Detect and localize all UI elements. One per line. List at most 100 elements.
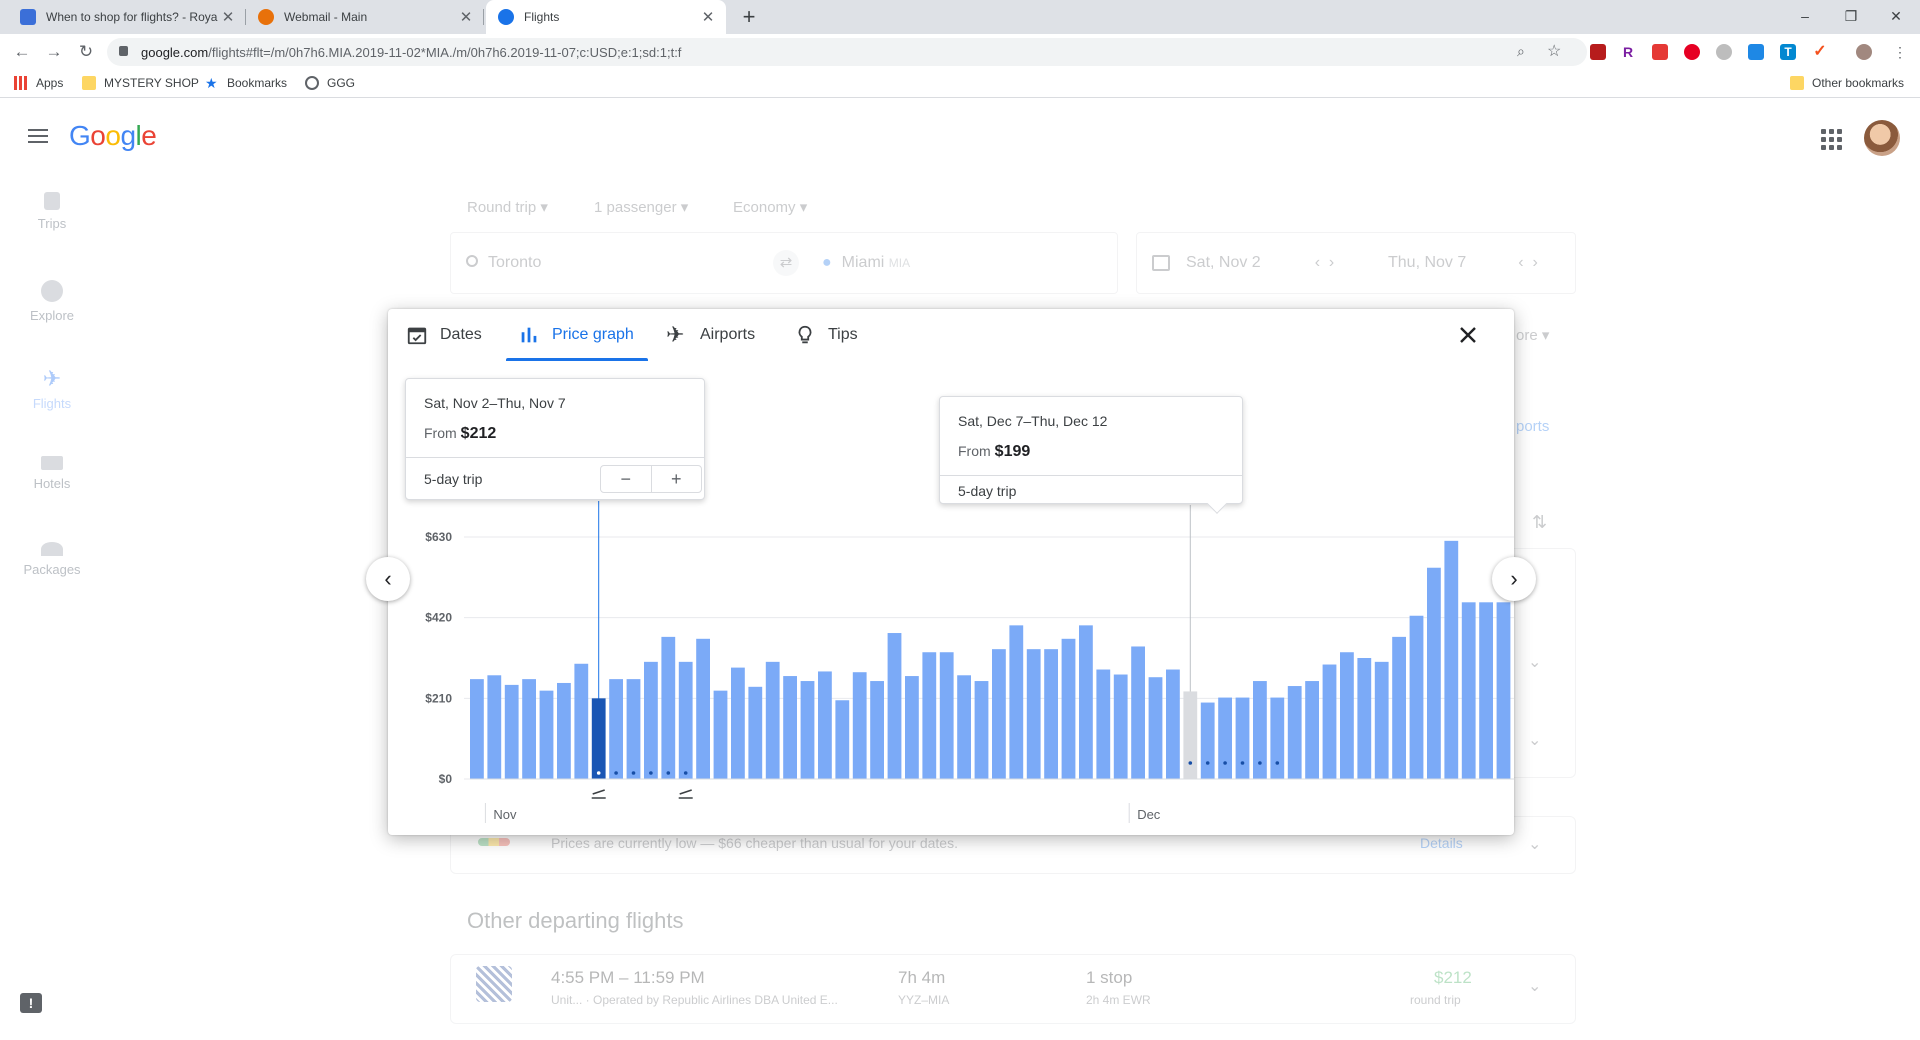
price-bar: [1026, 649, 1041, 779]
url-path: /flights#flt=/m/0h7h6.MIA.2019-11-02*MIA…: [208, 45, 682, 60]
bookmark-folder[interactable]: MYSTERY SHOP: [82, 76, 199, 90]
trip-length-stepper[interactable]: − +: [600, 465, 702, 493]
increase-trip-button[interactable]: +: [670, 469, 682, 489]
back-button[interactable]: ←: [13, 42, 31, 61]
price-bar: [1096, 669, 1111, 779]
passenger-label: 1 passenger: [594, 199, 677, 216]
google-logo[interactable]: Google: [69, 120, 157, 152]
bookmark-apps[interactable]: Apps: [14, 76, 63, 90]
browser-tab-strip: When to shop for flights? - Royal ✕ Webm…: [0, 0, 1920, 34]
extension-icon[interactable]: [1652, 44, 1668, 60]
tab-airports[interactable]: ✈ Airports: [666, 309, 755, 361]
folder-icon: [1790, 76, 1804, 90]
rail-item-explore[interactable]: Explore: [12, 280, 92, 323]
new-tab-button[interactable]: +: [742, 4, 756, 29]
extension-icon[interactable]: ✓: [1812, 43, 1828, 60]
tab-close-icon[interactable]: ✕: [701, 9, 715, 26]
airline-logo: [476, 966, 512, 1002]
price-bar: [1479, 602, 1493, 779]
next-page-button[interactable]: ›: [1492, 557, 1536, 601]
rail-item-trips[interactable]: Trips: [12, 192, 92, 231]
tab-title: Webmail - Main: [284, 10, 368, 24]
flight-times: 4:55 PM – 11:59 PM: [551, 968, 705, 987]
y-tick-label: $0: [439, 772, 453, 786]
bookmark-item[interactable]: GGG: [305, 76, 355, 90]
tab-price-graph[interactable]: Price graph: [518, 309, 634, 361]
rail-item-packages[interactable]: Packages: [12, 542, 92, 577]
depart-date-input[interactable]: Sat, Nov 2 ‹ ›: [1152, 254, 1334, 272]
extension-icon[interactable]: [1716, 44, 1732, 60]
account-avatar[interactable]: [1864, 120, 1900, 156]
tab-close-icon[interactable]: ✕: [221, 9, 235, 26]
expand-chevron-icon[interactable]: ⌄: [1528, 732, 1542, 749]
return-date-value: Thu, Nov 7: [1388, 254, 1467, 271]
address-bar[interactable]: google.com/flights#flt=/m/0h7h6.MIA.2019…: [107, 38, 1587, 66]
extension-badge-icon[interactable]: [1748, 44, 1764, 60]
details-link[interactable]: Details: [1420, 835, 1463, 851]
sort-icon[interactable]: ⇅: [1532, 512, 1548, 532]
r-extension-icon[interactable]: R: [1620, 44, 1636, 60]
expand-chevron-icon[interactable]: ⌄: [1528, 654, 1542, 671]
origin-value: Toronto: [488, 254, 542, 271]
trip-type-select[interactable]: Round trip ▾: [467, 199, 548, 216]
price-bar: [939, 652, 954, 779]
flight-airline: Unit... · Operated by Republic Airlines …: [551, 993, 838, 1007]
rail-item-hotels[interactable]: Hotels: [12, 456, 92, 491]
other-bookmarks[interactable]: Other bookmarks: [1790, 76, 1904, 90]
profile-icon[interactable]: [1856, 44, 1872, 60]
t-extension-icon[interactable]: T: [1780, 44, 1796, 60]
browser-tab[interactable]: Webmail - Main ✕: [246, 0, 484, 34]
price-bar: [557, 682, 571, 779]
return-prev-next-icons[interactable]: ‹ ›: [1518, 254, 1538, 271]
chrome-menu-icon[interactable]: ⋮: [1893, 44, 1907, 60]
price-graph-dialog: Dates Price graph ✈ Airports Tips $0 $210…: [388, 309, 1514, 835]
flight-result-row[interactable]: [450, 954, 1576, 1024]
tab-label: Dates: [440, 326, 482, 343]
swap-button[interactable]: ⇄: [773, 250, 799, 276]
bookmark-star-icon[interactable]: ☆: [1547, 43, 1562, 60]
pinterest-icon[interactable]: [1684, 44, 1700, 60]
expand-chevron-icon[interactable]: ⌄: [1528, 978, 1542, 995]
flight-price: $212: [1434, 968, 1472, 987]
main-menu-icon[interactable]: [26, 125, 50, 149]
airports-link-fragment[interactable]: ports: [1516, 418, 1550, 435]
rail-item-flights[interactable]: ✈ Flights: [12, 368, 92, 412]
date-prev-next-icons[interactable]: ‹ ›: [1314, 254, 1335, 271]
flight-stops: 1 stop: [1086, 968, 1133, 987]
tab-dates[interactable]: Dates: [406, 309, 482, 361]
window-close-button[interactable]: ✕: [1890, 8, 1902, 24]
reload-button[interactable]: ↻: [78, 42, 94, 61]
destination-input[interactable]: ● Miami MIA: [822, 254, 910, 272]
cabin-select[interactable]: Economy ▾: [733, 199, 808, 216]
trip-day-dot: [1240, 761, 1245, 765]
feedback-icon[interactable]: !: [20, 993, 42, 1013]
price-bar: [1235, 697, 1250, 779]
previous-page-button[interactable]: ‹: [366, 557, 410, 601]
origin-input[interactable]: Toronto: [466, 254, 541, 272]
decrease-trip-button[interactable]: −: [601, 466, 652, 492]
browser-tab[interactable]: When to shop for flights? - Royal ✕: [8, 0, 246, 34]
return-date-input[interactable]: Thu, Nov 7 ‹ ›: [1388, 254, 1538, 272]
minimize-button[interactable]: –: [1801, 8, 1809, 24]
bookmark-item[interactable]: ★ Bookmarks: [205, 76, 287, 90]
pdf-extension-icon[interactable]: [1590, 44, 1606, 60]
bed-icon: [41, 456, 63, 470]
tab-title: When to shop for flights? - Royal: [46, 10, 218, 24]
y-tick-label: $420: [425, 611, 452, 625]
browser-tab-active[interactable]: Flights ✕: [486, 0, 726, 34]
expand-chevron-icon[interactable]: ⌄: [1528, 836, 1542, 853]
depart-date-value: Sat, Nov 2: [1186, 254, 1261, 271]
google-apps-icon[interactable]: [1818, 126, 1842, 150]
zoom-icon[interactable]: ⌕: [1517, 43, 1525, 59]
passenger-select[interactable]: 1 passenger ▾: [594, 199, 689, 216]
more-fragment-text: ore: [1516, 327, 1538, 344]
forward-button[interactable]: →: [45, 42, 63, 61]
more-filter-fragment[interactable]: ore ▾: [1516, 327, 1550, 344]
tab-tips[interactable]: Tips: [794, 309, 858, 361]
price-bar: [1357, 658, 1372, 779]
price-bar: [1148, 677, 1163, 779]
close-icon[interactable]: [1454, 321, 1482, 349]
tab-close-icon[interactable]: ✕: [459, 9, 473, 26]
bookmark-label: MYSTERY SHOP: [104, 76, 199, 90]
restore-button[interactable]: ❐: [1844, 8, 1858, 24]
